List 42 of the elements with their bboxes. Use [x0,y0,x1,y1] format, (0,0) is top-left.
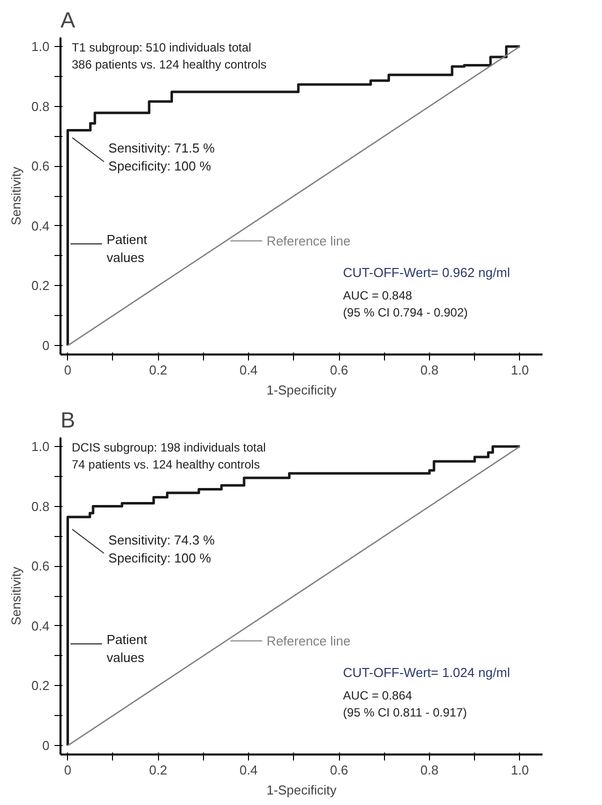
x-tick-label: 0.8 [420,762,439,778]
annotation: AUC = 0.848 (95 % CI 0.794 - 0.902) [343,288,468,320]
y-tick-label: 0.4 [31,618,50,634]
y-tick-label: 0.6 [31,558,50,574]
y-axis-title: Sensitivity [8,566,24,626]
annotation: CUT-OFF-Wert= 0.962 ng/ml [343,264,510,280]
y-tick-label: 0.8 [31,98,50,114]
x-tick-label: 0.4 [240,762,258,778]
x-tick-label: 0 [64,762,72,778]
annotation: AUC = 0.864 (95 % CI 0.811 - 0.917) [343,688,467,720]
x-axis-title: 1-Specificity [266,782,338,798]
legend-label: Patient values [106,232,148,265]
annotation: CUT-OFF-Wert= 1.024 ng/ml [343,664,510,680]
legend-label: Reference line [266,633,351,648]
x-tick-label: 0.2 [149,362,168,378]
y-tick-label: 0.2 [31,678,50,694]
chart-title: A [60,8,76,32]
y-tick-label: 0.4 [31,218,50,234]
y-tick-label: 0.8 [31,498,50,514]
chart-title: B [60,408,76,432]
annotation: DCIS subgroup: 198 individuals total 74 patients vs. 124 healthy controls [72,440,266,472]
x-tick-label: 1.0 [510,762,529,778]
annotation: Sensitivity: 71.5 % Specificity: 100 % [108,140,216,174]
y-tick-label: 0.2 [31,278,50,294]
x-tick-label: 0.6 [330,762,348,778]
annotation: Sensitivity: 74.3 % Specificity: 100 % [108,532,216,566]
legend-label: Patient values [106,632,148,665]
y-tick-label: 0 [42,738,50,754]
x-tick-label: 0.4 [240,362,258,378]
y-tick-label: 1.0 [31,438,50,454]
y-tick-label: 0.6 [31,158,50,174]
y-axis-title: Sensitivity [8,166,24,226]
x-tick-label: 1.0 [510,362,529,378]
legend-label: Reference line [266,233,351,248]
x-tick-label: 0.6 [330,362,348,378]
x-tick-label: 0.8 [420,362,439,378]
y-tick-label: 1.0 [31,38,50,54]
x-axis-title: 1-Specificity [266,382,338,398]
x-tick-label: 0.2 [149,762,168,778]
x-tick-label: 0 [64,362,72,378]
y-tick-label: 0 [42,338,50,354]
annotation: T1 subgroup: 510 individuals total 386 patients vs. 124 healthy controls [72,40,267,72]
